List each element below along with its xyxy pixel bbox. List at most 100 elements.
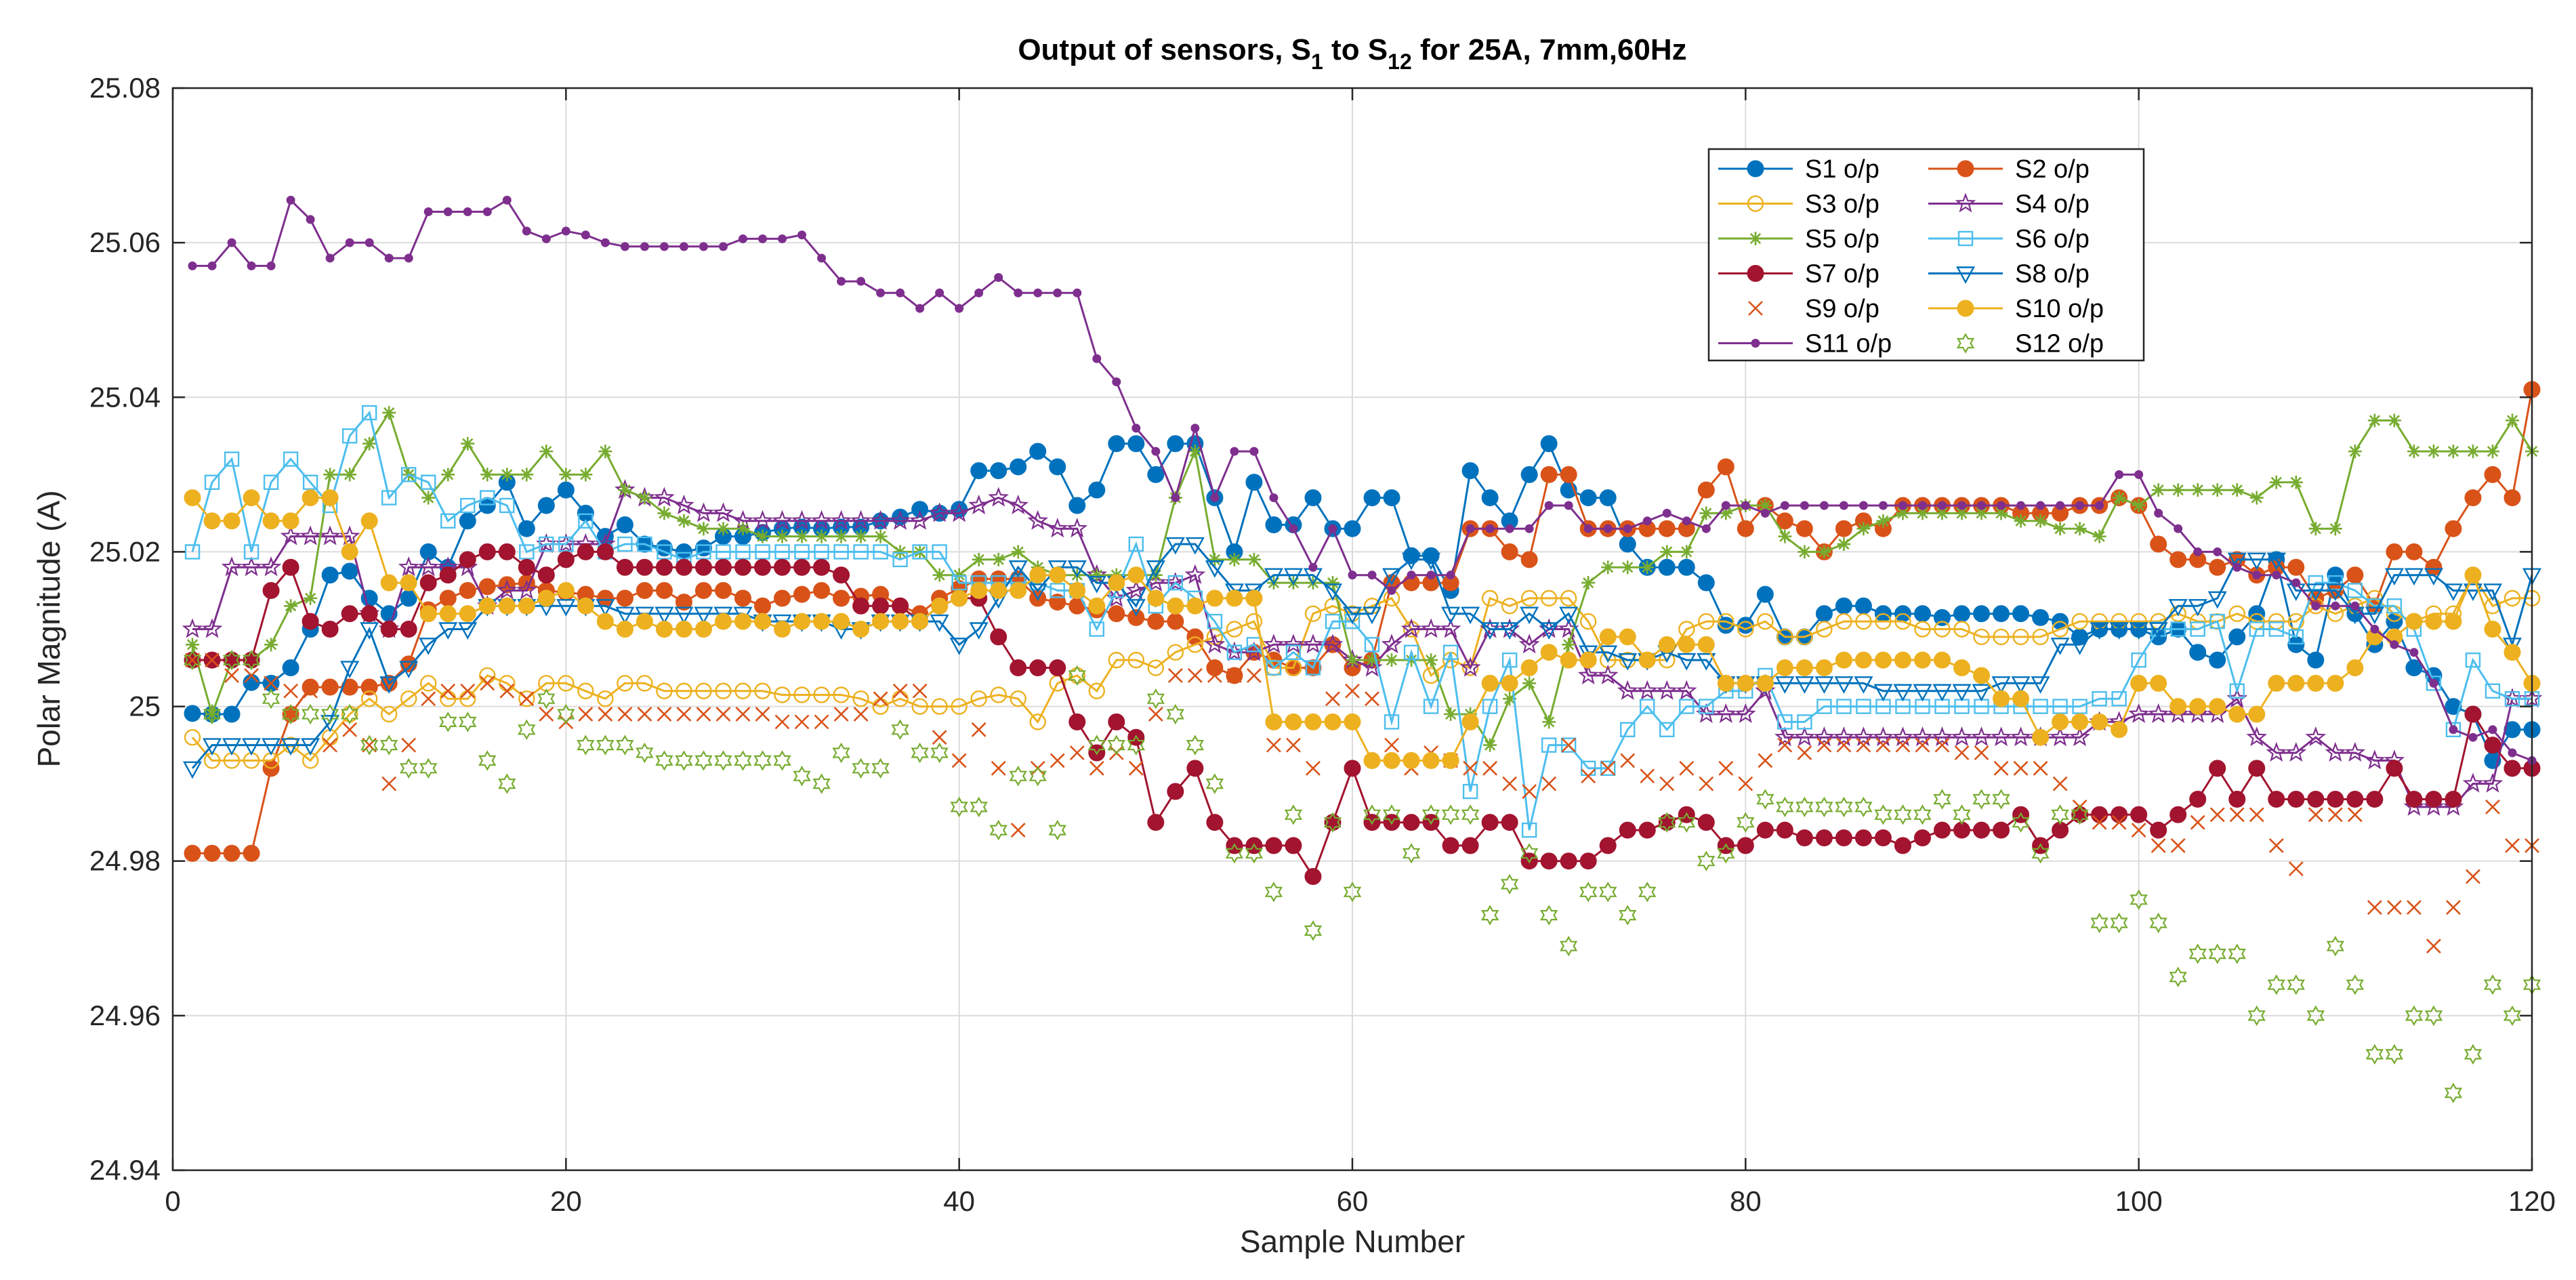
s9-point (1325, 691, 1340, 707)
s6-point (2209, 613, 2225, 629)
s11-point (1800, 501, 1809, 510)
s5-point (1207, 552, 1222, 566)
s7-point (1206, 814, 1224, 831)
s9-point (1187, 668, 1203, 683)
s2-point (754, 597, 771, 615)
s2-point (1520, 551, 1538, 569)
s8-point (2090, 622, 2109, 640)
s8-point (458, 622, 478, 640)
legend-entry-s12: S12 o/p (1956, 330, 2104, 358)
s12-point (1874, 804, 1892, 825)
s4-point (221, 556, 243, 577)
s10-point (262, 512, 280, 530)
s8-point (1441, 606, 1461, 625)
s4-point (2069, 726, 2090, 747)
s2-point (2209, 558, 2226, 576)
s12-point (341, 703, 359, 725)
s5-point (2485, 445, 2499, 459)
s10-point (1717, 674, 1734, 692)
s4-point (1617, 680, 1638, 700)
s10-point (203, 512, 221, 530)
s11-point (1112, 377, 1121, 386)
s9-point (1148, 707, 1163, 722)
s6-point (421, 474, 436, 490)
s3-point (400, 690, 417, 707)
s10-point (2189, 698, 2207, 716)
s10-point (1186, 597, 1204, 615)
s6-point (1777, 714, 1793, 730)
s5-point (1798, 545, 1812, 559)
s9-point (971, 722, 986, 737)
s11-point (1564, 501, 1573, 510)
s5-point (1876, 514, 1890, 528)
s8-point (438, 622, 458, 640)
s2-point (1717, 458, 1734, 476)
s2-point (400, 655, 417, 673)
s5-point (1011, 545, 1025, 559)
s7-point (1285, 837, 1302, 854)
s10-point (1638, 651, 1656, 669)
s5-point (441, 468, 455, 482)
s11-point (1760, 508, 1770, 518)
s12-point (1304, 920, 1323, 941)
s11-point (2468, 732, 2478, 742)
s2-point (302, 678, 319, 696)
s7-point (2228, 790, 2246, 808)
s8-point (1028, 583, 1047, 601)
s7-point (1737, 837, 1754, 854)
s7-point (459, 551, 476, 569)
s11-point (738, 234, 747, 243)
s10-point (1068, 581, 1086, 599)
s6-point (1442, 644, 1459, 660)
s12-point (1972, 789, 1991, 810)
s4-point (201, 618, 223, 638)
s5-point (1719, 506, 1733, 520)
s2-point (774, 590, 791, 607)
s5-point (1621, 560, 1635, 575)
s3-point (360, 690, 378, 707)
x-tick-label: 20 (550, 1185, 582, 1217)
s6-point (1089, 621, 1104, 637)
s12-point (2228, 943, 2246, 964)
s8-point (320, 715, 340, 732)
s9-point (2347, 807, 2363, 823)
s10-point (892, 613, 909, 630)
s12-point (577, 735, 595, 756)
s7-point (1049, 659, 1066, 677)
series-layer (182, 195, 2543, 1104)
s10-point (2425, 613, 2443, 630)
s2-point (636, 581, 653, 599)
legend-marker-s11 (1751, 339, 1760, 348)
s10-point (1579, 651, 1597, 669)
s9-point (2170, 838, 2186, 853)
s7-point (439, 566, 457, 584)
s10-point (360, 512, 378, 530)
s4-point (791, 510, 812, 530)
s6-point (480, 490, 495, 505)
s4-point (516, 579, 537, 600)
s5-point (1994, 506, 2008, 520)
series-s12 (183, 649, 2541, 1104)
s10-point (1815, 659, 1833, 677)
s7-point (734, 558, 751, 576)
s6-point (558, 536, 574, 552)
s4-point (241, 556, 262, 577)
s8-point (1539, 622, 1559, 640)
s8-point (1559, 606, 1579, 625)
s11-point (2311, 601, 2321, 611)
s7-point (419, 574, 437, 592)
s11-point (1407, 571, 1416, 580)
s6-point (1305, 660, 1321, 676)
s10-point (1934, 651, 1951, 669)
s10-point (931, 597, 949, 615)
s5-point (1346, 653, 1359, 667)
s9-point (2426, 938, 2441, 954)
s7-point (2189, 790, 2207, 808)
s11-point (306, 215, 315, 224)
s5-point (2053, 522, 2067, 536)
s11-point (2056, 501, 2065, 510)
s9-point (951, 753, 967, 768)
s3-point (1757, 613, 1774, 630)
s8-point (1991, 676, 2011, 694)
legend-marker-s5 (1749, 232, 1762, 245)
